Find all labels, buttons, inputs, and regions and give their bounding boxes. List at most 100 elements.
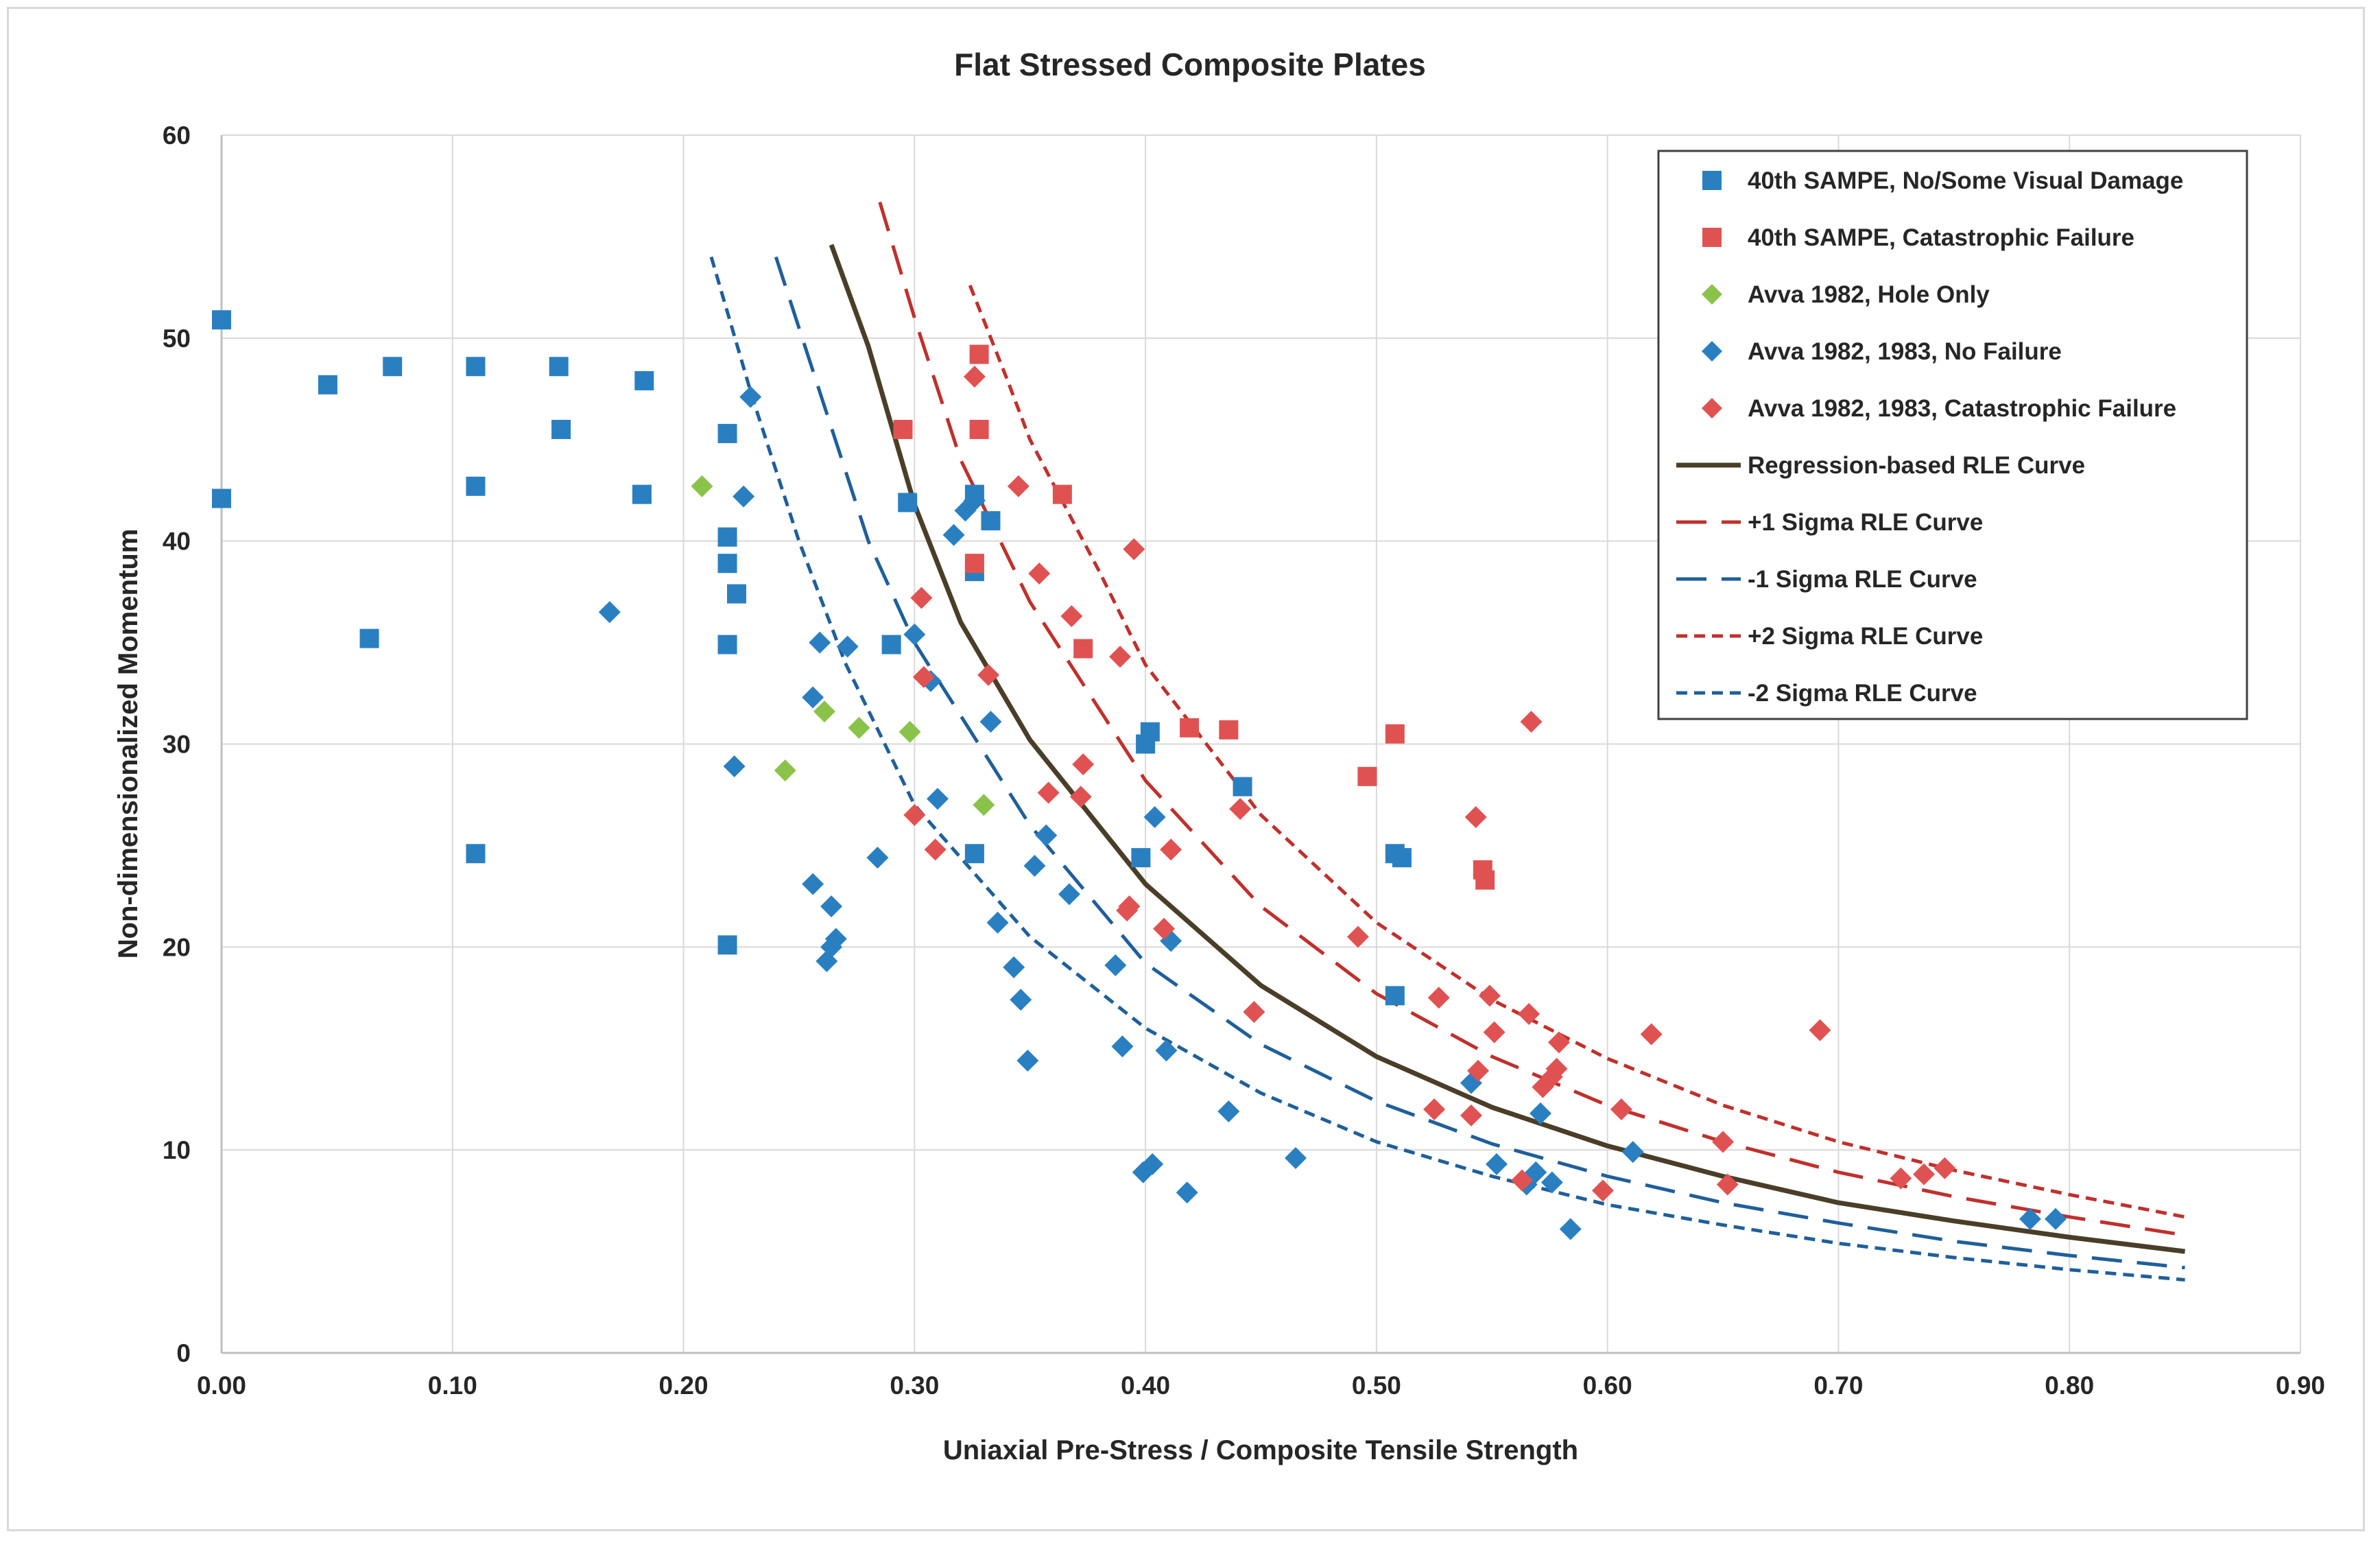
point-avva-1982-1983-no-failure — [927, 788, 949, 810]
legend-label: 40th SAMPE, No/Some Visual Damage — [1748, 167, 2183, 194]
y-tick-label: 30 — [163, 731, 191, 759]
point-avva-1982-1983-no-failure — [598, 601, 621, 624]
point-avva-1982-1983-catastrophic-failure — [1229, 798, 1252, 821]
point-avva-1982-1983-catastrophic-failure — [1028, 563, 1051, 585]
point-avva-1982-1983-catastrophic-failure — [1118, 895, 1141, 918]
point-avva-1982-1983-catastrophic-failure — [1591, 1179, 1614, 1202]
curve-1-sigma-rle-curve — [774, 256, 2185, 1270]
x-tick-label: 0.90 — [2276, 1371, 2325, 1400]
curve-2-sigma-rle-curve — [709, 256, 2185, 1282]
point-avva-1982-1983-no-failure — [1621, 1141, 1644, 1164]
point-avva-1982-1983-catastrophic-failure — [903, 804, 926, 827]
y-tick-label: 60 — [163, 121, 191, 150]
point-40th-sampe-no-some-visual-damage — [634, 370, 654, 390]
point-avva-1982-hole-only — [973, 794, 995, 816]
legend-label: 40th SAMPE, Catastrophic Failure — [1748, 224, 2134, 251]
point-40th-sampe-catastrophic-failure — [1180, 718, 1200, 738]
x-tick-label: 0.20 — [659, 1371, 709, 1400]
point-avva-1982-1983-catastrophic-failure — [1037, 781, 1060, 804]
point-40th-sampe-no-some-visual-damage — [632, 484, 652, 504]
point-avva-1982-1983-catastrophic-failure — [1518, 1002, 1540, 1025]
point-avva-1982-1983-catastrophic-failure — [1483, 1021, 1506, 1043]
point-40th-sampe-catastrophic-failure — [969, 419, 989, 439]
point-avva-1982-1983-catastrophic-failure — [1547, 1031, 1570, 1054]
point-avva-1982-1983-catastrophic-failure — [924, 838, 947, 861]
legend-square-marker — [1702, 228, 1722, 247]
x-tick-label: 0.70 — [1813, 1371, 1863, 1400]
point-avva-1982-1983-catastrophic-failure — [1346, 925, 1369, 948]
point-40th-sampe-no-some-visual-damage — [466, 844, 486, 864]
legend-entry: Regression-based RLE Curve — [1676, 452, 2085, 479]
point-avva-1982-1983-catastrophic-failure — [1464, 806, 1487, 828]
point-avva-1982-1983-catastrophic-failure — [1007, 475, 1030, 497]
point-avva-1982-1983-no-failure — [1176, 1181, 1198, 1204]
point-avva-1982-1983-no-failure — [1141, 1153, 1164, 1175]
point-avva-1982-1983-catastrophic-failure — [1160, 838, 1182, 861]
legend: 40th SAMPE, No/Some Visual Damage 40th SA… — [1657, 150, 2248, 720]
point-avva-1982-1983-catastrophic-failure — [1913, 1163, 1936, 1186]
point-avva-1982-1983-no-failure — [986, 911, 1009, 934]
point-avva-1982-1983-catastrophic-failure — [1072, 753, 1095, 776]
point-avva-1982-hole-only — [813, 700, 835, 723]
y-tick-label: 0 — [176, 1339, 191, 1367]
point-avva-1982-1983-no-failure — [903, 623, 926, 646]
legend-diamond-marker — [1702, 398, 1722, 418]
x-tick-label: 0.60 — [1583, 1371, 1632, 1400]
point-avva-1982-1983-catastrophic-failure — [1123, 538, 1145, 561]
point-avva-1982-1983-no-failure — [733, 485, 755, 508]
point-avva-1982-1983-catastrophic-failure — [912, 665, 935, 688]
point-avva-1982-1983-catastrophic-failure — [1545, 1057, 1568, 1080]
legend-entry: +2 Sigma RLE Curve — [1676, 623, 1983, 650]
point-avva-1982-1983-catastrophic-failure — [1511, 1169, 1534, 1192]
point-avva-1982-1983-no-failure — [836, 635, 859, 658]
point-avva-1982-1983-catastrophic-failure — [1153, 917, 1176, 940]
legend-entry: +1 Sigma RLE Curve — [1676, 509, 1983, 536]
point-40th-sampe-no-some-visual-damage — [1140, 722, 1160, 742]
point-avva-1982-1983-no-failure — [1035, 824, 1058, 847]
y-tick-label: 20 — [163, 933, 191, 961]
point-avva-1982-1983-catastrophic-failure — [910, 587, 933, 609]
chart-title: Flat Stressed Composite Plates — [954, 47, 1426, 82]
point-avva-1982-hole-only — [774, 759, 796, 781]
point-avva-1982-1983-catastrophic-failure — [1520, 710, 1543, 733]
point-avva-1982-1983-no-failure — [2045, 1207, 2067, 1230]
point-avva-1982-1983-no-failure — [723, 755, 746, 778]
point-40th-sampe-no-some-visual-damage — [881, 635, 901, 654]
point-40th-sampe-no-some-visual-damage — [359, 628, 379, 648]
point-avva-1982-1983-no-failure — [1155, 1039, 1178, 1062]
point-40th-sampe-no-some-visual-damage — [964, 844, 984, 864]
x-tick-label: 0.50 — [1352, 1371, 1401, 1400]
point-avva-1982-1983-no-failure — [1540, 1171, 1563, 1194]
point-avva-1982-1983-no-failure — [866, 847, 889, 869]
data-points — [212, 310, 2067, 1240]
point-avva-1982-1983-no-failure — [1104, 954, 1127, 976]
x-tick-label: 0.80 — [2045, 1371, 2094, 1400]
axes — [220, 135, 2300, 1354]
legend-entry: 40th SAMPE, No/Some Visual Damage — [1702, 167, 2183, 194]
point-40th-sampe-no-some-visual-damage — [717, 423, 737, 443]
point-avva-1982-1983-no-failure — [2019, 1207, 2041, 1230]
point-avva-1982-1983-no-failure — [1530, 1102, 1552, 1124]
point-avva-1982-1983-no-failure — [1486, 1153, 1508, 1175]
point-avva-1982-1983-no-failure — [1217, 1100, 1240, 1122]
point-avva-1982-1983-no-failure — [1111, 1035, 1134, 1058]
point-40th-sampe-no-some-visual-damage — [466, 476, 486, 496]
legend-label: -1 Sigma RLE Curve — [1748, 566, 1977, 593]
point-avva-1982-1983-no-failure — [979, 710, 1002, 733]
legend-diamond-marker — [1702, 284, 1722, 305]
point-40th-sampe-no-some-visual-damage — [318, 375, 337, 394]
point-40th-sampe-no-some-visual-damage — [1385, 986, 1405, 1006]
y-tick-label: 10 — [163, 1136, 191, 1164]
point-avva-1982-1983-no-failure — [802, 686, 824, 709]
point-avva-1982-hole-only — [899, 720, 921, 743]
point-40th-sampe-no-some-visual-damage — [1392, 848, 1412, 868]
point-40th-sampe-catastrophic-failure — [1357, 766, 1377, 786]
point-avva-1982-1983-catastrophic-failure — [1712, 1131, 1735, 1153]
legend-label: Avva 1982, Hole Only — [1748, 281, 1990, 308]
point-avva-1982-hole-only — [848, 716, 870, 739]
point-40th-sampe-catastrophic-failure — [1073, 639, 1093, 659]
x-tick-label: 0.30 — [890, 1371, 939, 1400]
curve-1-sigma-rle-curve — [878, 201, 2185, 1237]
point-40th-sampe-no-some-visual-damage — [898, 493, 918, 512]
